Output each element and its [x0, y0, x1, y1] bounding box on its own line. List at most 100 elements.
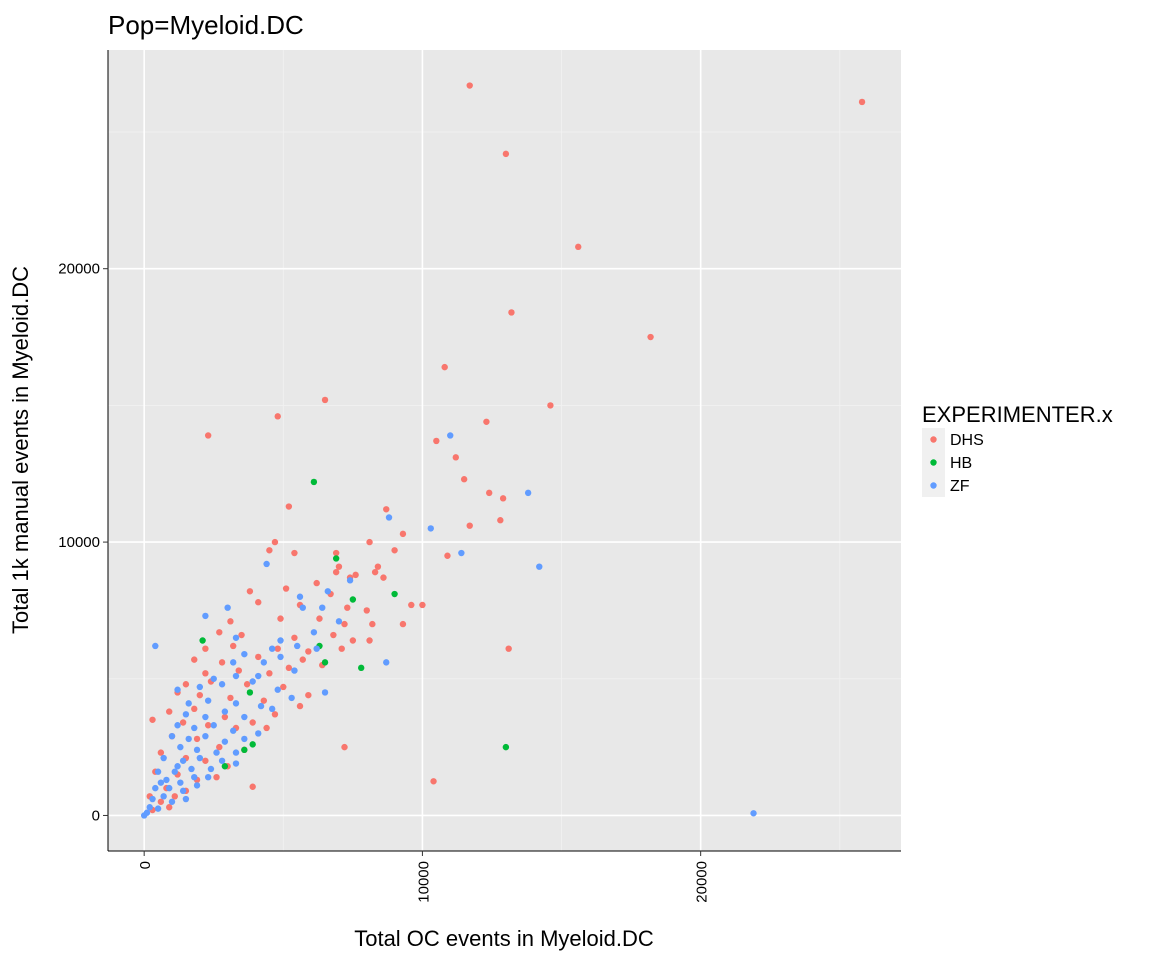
data-point-zf — [257, 702, 265, 710]
y-tick-label: 0 — [92, 807, 100, 824]
legend: EXPERIMENTER.x DHS HB ZF — [922, 402, 1113, 497]
data-point-zf — [536, 563, 543, 570]
data-point-hb — [246, 689, 254, 696]
data-point-dhs — [547, 402, 554, 409]
data-point-zf — [174, 763, 181, 770]
data-point-dhs — [430, 778, 437, 785]
data-point-zf — [230, 659, 237, 666]
data-point-zf — [182, 795, 190, 803]
data-point-dhs — [202, 670, 209, 677]
data-point-dhs — [433, 437, 440, 445]
data-point-zf — [447, 432, 454, 439]
data-point-zf — [221, 738, 229, 745]
data-point-dhs — [255, 653, 262, 661]
data-point-zf — [427, 525, 434, 532]
data-point-zf — [179, 787, 187, 795]
data-point-dhs — [366, 637, 373, 644]
data-point-dhs — [497, 517, 504, 524]
legend-key-dhs — [930, 436, 937, 443]
data-point-dhs — [166, 708, 173, 715]
data-point-dhs — [291, 634, 298, 641]
data-point-dhs — [296, 702, 304, 710]
data-point-dhs — [349, 637, 357, 644]
data-point-zf — [255, 672, 262, 680]
data-point-dhs — [157, 749, 165, 756]
data-point-zf — [207, 765, 215, 773]
data-point-dhs — [338, 645, 345, 652]
data-point-dhs — [499, 495, 507, 502]
data-point-zf — [149, 795, 156, 803]
data-point-zf — [168, 798, 176, 805]
data-point-zf — [232, 749, 240, 756]
data-point-dhs — [221, 713, 229, 721]
legend-label-hb: HB — [950, 455, 972, 472]
data-point-zf — [241, 650, 248, 658]
data-point-dhs — [227, 694, 234, 702]
legend-label-zf: ZF — [950, 478, 970, 495]
data-point-dhs — [202, 757, 209, 764]
data-point-zf — [218, 681, 226, 688]
data-point-dhs — [277, 615, 284, 622]
data-point-zf — [179, 757, 187, 764]
data-point-zf — [321, 689, 329, 696]
data-point-zf — [193, 782, 201, 789]
data-point-dhs — [216, 629, 223, 636]
data-point-zf — [174, 686, 181, 693]
data-point-dhs — [305, 648, 312, 655]
data-point-zf — [274, 686, 281, 693]
data-point-dhs — [363, 607, 370, 614]
data-point-dhs — [285, 664, 293, 672]
data-point-zf — [188, 765, 195, 773]
data-point-dhs — [575, 243, 582, 251]
data-point-dhs — [508, 309, 515, 316]
data-point-dhs — [182, 681, 190, 688]
data-point-dhs — [505, 645, 512, 652]
data-point-dhs — [266, 670, 273, 677]
data-point-dhs — [255, 599, 262, 606]
data-point-dhs — [408, 601, 415, 609]
data-point-zf — [185, 700, 192, 707]
data-point-zf — [310, 629, 318, 636]
data-point-dhs — [335, 563, 343, 570]
data-point-zf — [210, 675, 217, 682]
data-point-dhs — [460, 476, 468, 483]
data-point-dhs — [305, 691, 312, 699]
x-tick-label: 20000 — [694, 861, 711, 903]
data-point-dhs — [235, 667, 242, 674]
data-point-dhs — [196, 691, 204, 699]
data-point-zf — [221, 708, 229, 715]
data-point-zf — [385, 514, 393, 521]
data-point-zf — [268, 645, 276, 652]
data-point-zf — [224, 604, 231, 611]
data-point-zf — [319, 604, 326, 611]
y-axis-title: Total 1k manual events in Myeloid.DC — [8, 266, 33, 634]
data-point-dhs — [466, 522, 473, 529]
data-point-dhs — [204, 432, 212, 439]
data-point-dhs — [285, 503, 293, 510]
data-point-zf — [277, 637, 284, 644]
data-point-zf — [202, 612, 209, 620]
data-point-hb — [199, 637, 206, 644]
legend-key-zf — [930, 482, 937, 489]
x-axis-title: Total OC events in Myeloid.DC — [354, 926, 654, 951]
data-point-dhs — [249, 719, 256, 726]
data-point-dhs — [483, 418, 490, 425]
x-tick-label: 10000 — [415, 861, 432, 903]
data-point-zf — [294, 642, 301, 650]
data-point-dhs — [271, 711, 279, 718]
data-point-zf — [157, 779, 165, 786]
data-point-dhs — [299, 656, 306, 663]
data-point-zf — [232, 634, 240, 641]
data-point-dhs — [238, 631, 245, 639]
data-point-zf — [185, 735, 192, 743]
data-point-zf — [288, 694, 295, 702]
legend-key-hb — [930, 459, 937, 466]
data-point-zf — [232, 760, 240, 767]
data-point-zf — [241, 713, 248, 721]
chart-title: Pop=Myeloid.DC — [108, 10, 304, 40]
data-point-dhs — [341, 620, 348, 628]
y-axis-ticks: 0 10000 20000 — [58, 261, 108, 824]
data-points — [140, 82, 866, 819]
data-point-dhs — [271, 538, 279, 546]
